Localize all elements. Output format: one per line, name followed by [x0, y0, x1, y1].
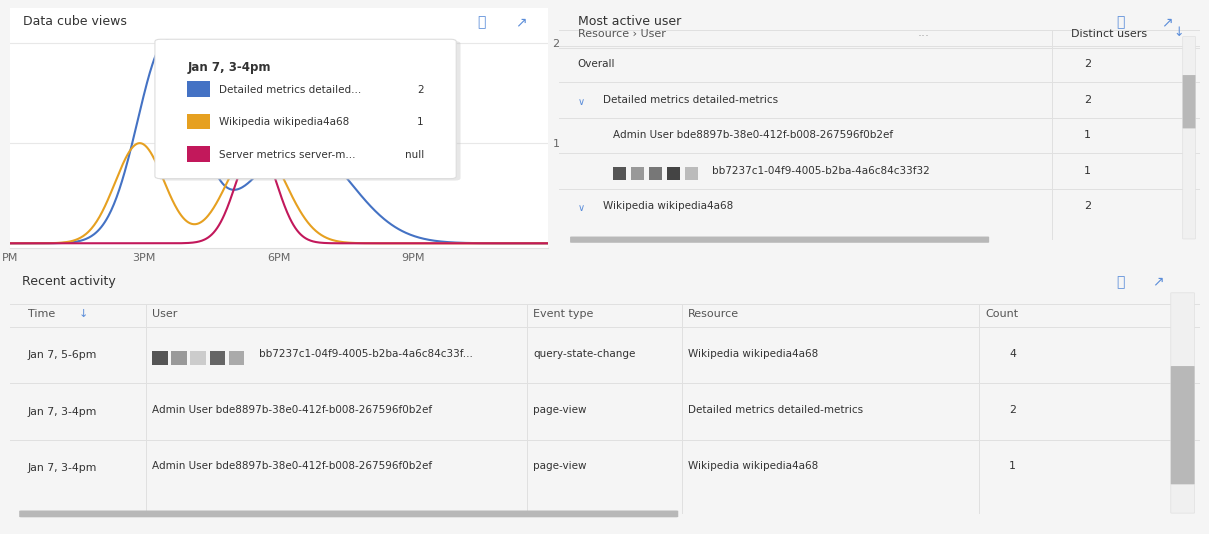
FancyBboxPatch shape — [667, 167, 679, 180]
Text: Admin User bde8897b-38e0-412f-b008-267596f0b2ef: Admin User bde8897b-38e0-412f-b008-26759… — [613, 130, 893, 140]
Text: 2: 2 — [1084, 201, 1091, 211]
Text: Jan 7, 3-4pm: Jan 7, 3-4pm — [187, 61, 271, 74]
Text: ↗: ↗ — [515, 15, 527, 29]
Text: Recent activity: Recent activity — [22, 274, 115, 288]
FancyBboxPatch shape — [172, 351, 187, 365]
Text: null: null — [405, 150, 424, 160]
FancyBboxPatch shape — [152, 351, 168, 365]
Text: query-state-change: query-state-change — [533, 349, 636, 359]
Text: 1: 1 — [1010, 461, 1016, 471]
FancyBboxPatch shape — [1182, 75, 1196, 128]
Text: page-view: page-view — [533, 461, 586, 471]
Text: 1: 1 — [417, 117, 424, 127]
FancyBboxPatch shape — [155, 39, 456, 178]
Text: Server metrics server-m...: Server metrics server-m... — [220, 150, 355, 160]
Text: ⓘ: ⓘ — [1116, 274, 1124, 289]
Text: Resource › User: Resource › User — [578, 29, 666, 40]
Text: 4: 4 — [1010, 349, 1016, 359]
Text: ...: ... — [918, 26, 930, 40]
Text: ∨: ∨ — [578, 203, 585, 213]
Text: Jan 7, 5-6pm: Jan 7, 5-6pm — [28, 350, 97, 360]
Text: 2: 2 — [1084, 95, 1091, 105]
Text: ↓: ↓ — [1174, 26, 1184, 40]
Text: bb7237c1-04f9-4005-b2ba-4a6c84c33f32: bb7237c1-04f9-4005-b2ba-4a6c84c33f32 — [712, 166, 930, 176]
Text: ⓘ: ⓘ — [1116, 15, 1124, 29]
Text: Admin User bde8897b-38e0-412f-b008-267596f0b2ef: Admin User bde8897b-38e0-412f-b008-26759… — [152, 461, 433, 471]
FancyBboxPatch shape — [160, 41, 461, 180]
FancyBboxPatch shape — [187, 146, 210, 162]
Text: Time: Time — [28, 309, 54, 319]
Text: Wikipedia wikipedia4a68: Wikipedia wikipedia4a68 — [220, 117, 349, 127]
Text: Detailed metrics detailed...: Detailed metrics detailed... — [220, 85, 361, 95]
Text: Detailed metrics detailed-metrics: Detailed metrics detailed-metrics — [603, 95, 779, 105]
Text: page-view: page-view — [533, 405, 586, 415]
Text: Count: Count — [985, 309, 1018, 319]
Text: Detailed metrics detailed-metrics: Detailed metrics detailed-metrics — [688, 405, 863, 415]
FancyBboxPatch shape — [187, 114, 210, 129]
FancyBboxPatch shape — [19, 511, 678, 517]
Text: Resource: Resource — [688, 309, 739, 319]
FancyBboxPatch shape — [229, 351, 244, 365]
FancyBboxPatch shape — [1182, 37, 1196, 239]
Text: ↓: ↓ — [79, 309, 88, 319]
FancyBboxPatch shape — [613, 167, 626, 180]
Text: Wikipedia wikipedia4a68: Wikipedia wikipedia4a68 — [603, 201, 734, 211]
Text: ⓘ: ⓘ — [478, 15, 486, 29]
Text: Jan 7, 3-4pm: Jan 7, 3-4pm — [28, 463, 97, 473]
Text: 2: 2 — [1010, 405, 1016, 415]
FancyBboxPatch shape — [209, 351, 225, 365]
Text: bb7237c1-04f9-4005-b2ba-4a6c84c33f...: bb7237c1-04f9-4005-b2ba-4a6c84c33f... — [260, 349, 474, 359]
Text: 2: 2 — [417, 85, 424, 95]
Text: Admin User bde8897b-38e0-412f-b008-267596f0b2ef: Admin User bde8897b-38e0-412f-b008-26759… — [152, 405, 433, 415]
Text: 2: 2 — [1084, 59, 1091, 69]
Text: Overall: Overall — [578, 59, 615, 69]
FancyBboxPatch shape — [1170, 366, 1194, 484]
FancyBboxPatch shape — [631, 167, 643, 180]
Text: Jan 7, 3-4pm: Jan 7, 3-4pm — [28, 407, 97, 417]
Text: ↗: ↗ — [1161, 15, 1173, 29]
FancyBboxPatch shape — [684, 167, 698, 180]
Text: ↗: ↗ — [1152, 274, 1163, 289]
Text: Most active user: Most active user — [578, 15, 681, 28]
Text: 1: 1 — [1084, 130, 1091, 140]
Text: 1: 1 — [1084, 166, 1091, 176]
Text: User: User — [152, 309, 178, 319]
Text: Wikipedia wikipedia4a68: Wikipedia wikipedia4a68 — [688, 461, 818, 471]
FancyBboxPatch shape — [191, 351, 206, 365]
FancyBboxPatch shape — [649, 167, 661, 180]
FancyBboxPatch shape — [1170, 293, 1194, 513]
Text: Wikipedia wikipedia4a68: Wikipedia wikipedia4a68 — [688, 349, 818, 359]
Text: ∨: ∨ — [578, 97, 585, 107]
FancyBboxPatch shape — [571, 237, 989, 243]
Text: Data cube views: Data cube views — [23, 15, 127, 28]
Text: Event type: Event type — [533, 309, 594, 319]
FancyBboxPatch shape — [187, 81, 210, 97]
Text: Distinct users: Distinct users — [1071, 29, 1147, 40]
